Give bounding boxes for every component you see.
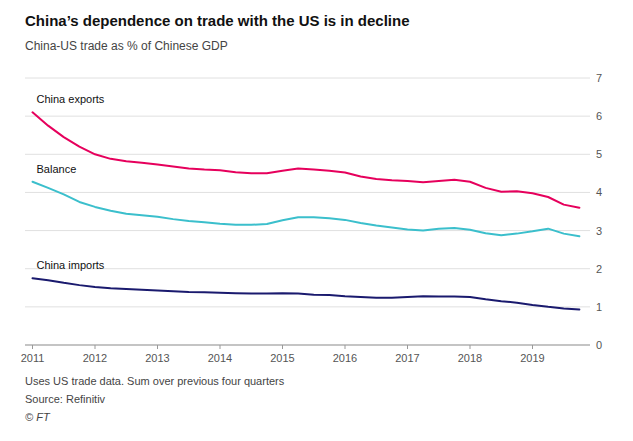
y-tick-label: 7 (596, 72, 602, 84)
grid-line (25, 116, 590, 117)
x-tick (282, 345, 283, 349)
grid-line (25, 230, 590, 231)
x-tick (407, 345, 408, 349)
title: China’s dependence on trade with the US … (25, 12, 410, 29)
y-tick-label: 3 (596, 225, 602, 237)
x-tick (32, 345, 33, 349)
y-tick-label: 6 (596, 110, 602, 122)
grid-line (25, 78, 590, 79)
series-line (33, 112, 580, 207)
series-label: China exports (37, 93, 105, 105)
y-tick-label: 5 (596, 148, 602, 160)
chart: China’s dependence on trade with the US … (0, 0, 633, 441)
x-tick-label: 2019 (520, 352, 544, 364)
lines (33, 112, 580, 309)
y-axis: 0 1 2 3 4 5 6 7 (25, 72, 602, 351)
series-line (33, 278, 580, 309)
x-tick-label: 2018 (458, 352, 482, 364)
x-tick (220, 345, 221, 349)
x-tick-label: 2013 (145, 352, 169, 364)
subtitle: China-US trade as % of Chinese GDP (25, 39, 228, 53)
x-tick-label: 2014 (208, 352, 232, 364)
x-tick (345, 345, 346, 349)
x-tick (470, 345, 471, 349)
x-tick-label: 2016 (333, 352, 357, 364)
x-tick (532, 345, 533, 349)
series-labels: China exports Balance China imports (37, 93, 105, 271)
y-tick-label: 2 (596, 263, 602, 275)
grid-line (25, 268, 590, 269)
series-line (33, 182, 580, 237)
series-label: Balance (37, 163, 77, 175)
x-tick-label: 2015 (270, 352, 294, 364)
y-tick-label: 4 (596, 186, 602, 198)
grid-line (25, 306, 590, 307)
grid-line (25, 345, 590, 346)
x-tick (95, 345, 96, 349)
footnotes: Uses US trade data. Sum over previous fo… (25, 375, 285, 423)
x-axis: 2011 2012 2013 2014 2015 2016 2017 2018 2019 (21, 345, 590, 364)
footnote: Source: Refinitiv (25, 393, 106, 405)
footnote: © FT (25, 411, 51, 423)
footnote: Uses US trade data. Sum over previous fo… (25, 375, 285, 387)
x-tick-label: 2011 (21, 352, 45, 364)
y-tick-label: 0 (596, 339, 602, 351)
series-label: China imports (37, 259, 105, 271)
x-axis-line (25, 345, 590, 346)
grid-line (25, 154, 590, 155)
x-tick-label: 2017 (395, 352, 419, 364)
x-tick-label: 2012 (83, 352, 107, 364)
background (0, 0, 633, 441)
x-tick (157, 345, 158, 349)
y-tick-label: 1 (596, 301, 602, 313)
